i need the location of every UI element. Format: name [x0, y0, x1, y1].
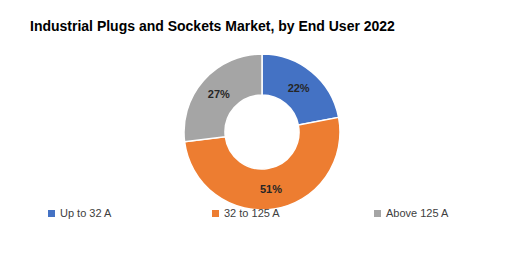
svg-text:27%: 27% — [208, 88, 230, 100]
svg-text:22%: 22% — [288, 82, 310, 94]
html-text:Up to 32 A: Up to 32 A — [60, 207, 112, 219]
html-text:Above 125 A: Above 125 A — [386, 207, 449, 219]
svg-text:51%: 51% — [260, 183, 282, 195]
html-text:Industrial Plugs and Sockets M: Industrial Plugs and Sockets Market, by … — [30, 18, 395, 34]
html-text:32 to 125 A: 32 to 125 A — [224, 207, 280, 219]
